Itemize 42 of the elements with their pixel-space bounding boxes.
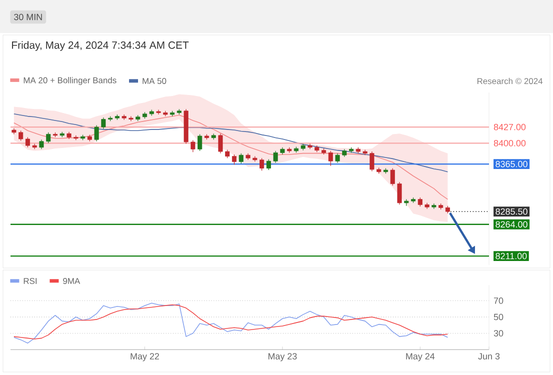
y-tick-label: 30: [494, 330, 504, 336]
candlestick: [190, 140, 196, 152]
candlestick: [198, 134, 202, 152]
candlestick: [94, 124, 99, 142]
candlestick: [266, 158, 271, 170]
y-tick-label: 8427.00: [494, 124, 526, 130]
candlestick: [390, 168, 395, 186]
candlestick: [18, 130, 24, 142]
candlestick: [238, 153, 244, 164]
candlestick: [128, 116, 134, 122]
y-tick-label: 8211.00: [496, 252, 527, 260]
candlestick: [156, 109, 161, 115]
x-tick-label: Jun 3: [478, 353, 500, 360]
text: Research © 2024: [477, 78, 543, 84]
x-tick-label: May 23: [268, 353, 297, 362]
chart-title: 30 MIN: [14, 14, 42, 20]
y-tick-label: 8285.50: [496, 208, 528, 215]
candlestick: [328, 150, 333, 166]
candlestick: [370, 151, 374, 172]
candlestick: [39, 139, 44, 150]
candlestick: [232, 154, 237, 165]
y-tick-label: 8365.00: [496, 160, 528, 168]
legend-label: MA 50: [142, 78, 166, 84]
y-tick-label: 8400.00: [494, 140, 526, 146]
x-tick-label: May 24: [406, 353, 435, 362]
y-tick-label: 8264.00: [496, 221, 528, 228]
legend-label: MA 20 + Bollinger Bands: [24, 77, 116, 85]
candlestick: [397, 182, 402, 205]
y-tick-label: 50: [494, 314, 504, 320]
candlestick: [218, 133, 223, 154]
candlestick: [25, 136, 30, 148]
candlestick: [432, 203, 436, 210]
candlestick: [335, 153, 340, 164]
candlestick: [260, 158, 264, 171]
chart-subtitle: Friday, May 24, 2024 7:34:34 AM CET: [12, 41, 189, 51]
legend-label: 9MA: [63, 278, 80, 284]
candlestick: [101, 117, 106, 130]
y-tick-label: 70: [494, 298, 504, 304]
x-tick-label: May 22: [130, 353, 159, 362]
candlestick: [273, 150, 278, 164]
legend-label: RSI: [24, 278, 37, 284]
candlestick: [46, 132, 51, 144]
